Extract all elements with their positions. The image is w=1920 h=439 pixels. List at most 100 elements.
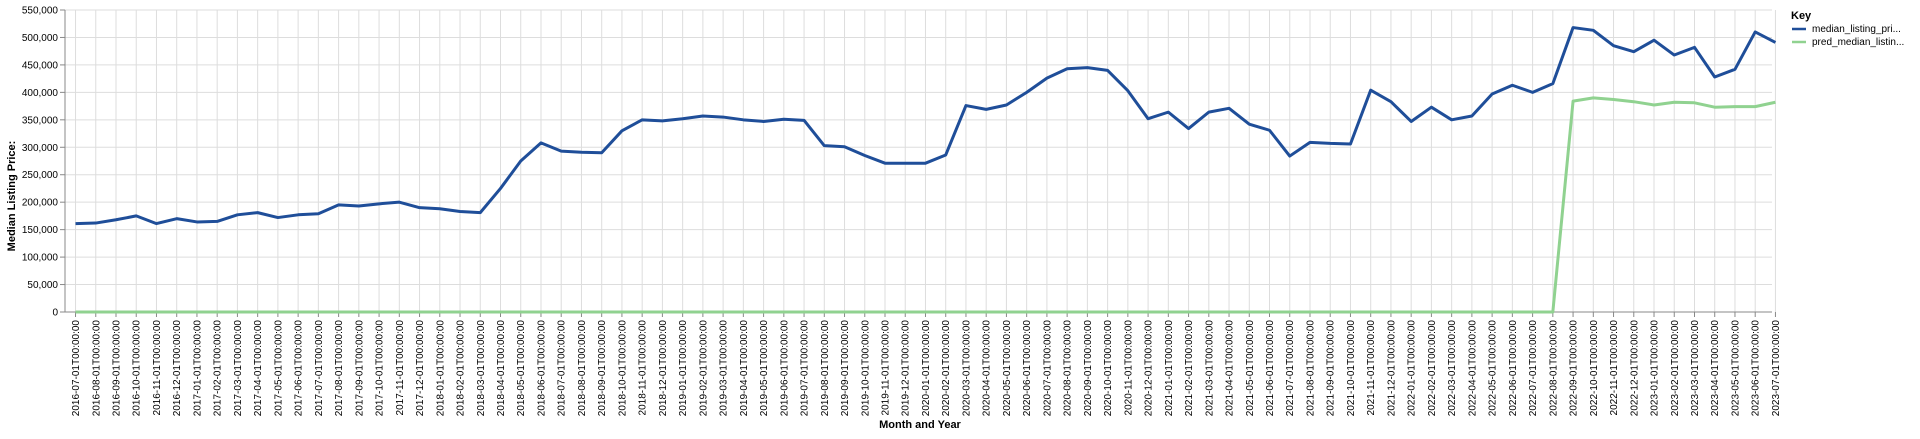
legend-label: median_listing_pri...	[1812, 24, 1901, 35]
x-tick-label: 2018-11-01T00:00:00	[638, 320, 649, 416]
x-tick-label: 2019-11-01T00:00:00	[881, 320, 892, 416]
x-tick-label: 2019-12-01T00:00:00	[901, 320, 912, 417]
x-tick-label: 2021-02-01T00:00:00	[1184, 320, 1195, 417]
x-tick-label: 2017-04-01T00:00:00	[253, 320, 264, 417]
x-tick-label: 2017-03-01T00:00:00	[233, 320, 244, 417]
x-tick-label: 2016-09-01T00:00:00	[111, 320, 122, 417]
y-tick-label: 350,000	[22, 115, 59, 126]
y-axis-title: Median Listing Price:	[6, 141, 18, 252]
series-line-1	[75, 26, 1777, 226]
x-tick-label: 2022-06-01T00:00:00	[1508, 320, 1519, 417]
x-tick-label: 2019-04-01T00:00:00	[739, 320, 750, 417]
x-tick-label: 2020-09-01T00:00:00	[1083, 320, 1094, 417]
x-tick-label: 2023-07-01T00:00:00	[1771, 320, 1782, 417]
x-tick-label: 2017-02-01T00:00:00	[213, 320, 224, 417]
y-tick-label: 50,000	[27, 280, 58, 291]
x-tick-label: 2020-12-01T00:00:00	[1144, 320, 1155, 417]
x-tick-label: 2018-12-01T00:00:00	[658, 320, 669, 417]
x-tick-label: 2022-08-01T00:00:00	[1548, 320, 1559, 417]
x-tick-label: 2023-05-01T00:00:00	[1730, 320, 1741, 417]
legend-label: pred_median_listin...	[1812, 37, 1904, 48]
x-tick-label: 2018-07-01T00:00:00	[557, 320, 568, 417]
x-tick-label: 2022-05-01T00:00:00	[1488, 320, 1499, 417]
x-tick-label: 2022-10-01T00:00:00	[1589, 320, 1600, 417]
x-tick-label: 2020-06-01T00:00:00	[1022, 320, 1033, 417]
x-tick-label: 2017-12-01T00:00:00	[415, 320, 426, 417]
x-tick-label: 2020-11-01T00:00:00	[1123, 320, 1134, 416]
x-tick-label: 2022-09-01T00:00:00	[1569, 320, 1580, 417]
y-tick-label: 100,000	[22, 253, 59, 264]
x-tick-label: 2018-08-01T00:00:00	[577, 320, 588, 417]
x-tick-label: 2020-07-01T00:00:00	[1042, 320, 1053, 417]
y-tick-label: 400,000	[22, 88, 59, 99]
x-tick-label: 2022-11-01T00:00:00	[1609, 320, 1620, 416]
x-tick-label: 2021-05-01T00:00:00	[1245, 320, 1256, 417]
x-tick-label: 2017-10-01T00:00:00	[375, 320, 386, 417]
x-tick-label: 2016-08-01T00:00:00	[91, 320, 102, 417]
x-tick-label: 2020-10-01T00:00:00	[1103, 320, 1114, 417]
x-tick-label: 2023-04-01T00:00:00	[1710, 320, 1721, 417]
series-lines	[75, 26, 1777, 314]
x-tick-label: 2023-02-01T00:00:00	[1670, 320, 1681, 417]
x-tick-label: 2021-03-01T00:00:00	[1204, 320, 1215, 417]
x-tick-label: 2023-01-01T00:00:00	[1650, 320, 1661, 417]
x-tick-label: 2017-08-01T00:00:00	[334, 320, 345, 417]
legend-title: Key	[1791, 10, 1812, 22]
x-tick-label: 2019-07-01T00:00:00	[800, 320, 811, 417]
y-tick-label: 150,000	[22, 225, 59, 236]
x-tick-label: 2020-01-01T00:00:00	[921, 320, 932, 417]
x-tick-label: 2021-11-01T00:00:00	[1366, 320, 1377, 416]
y-tick-label: 0	[52, 308, 58, 319]
x-tick-label: 2021-04-01T00:00:00	[1225, 320, 1236, 417]
y-tick-label: 550,000	[22, 6, 59, 17]
x-tick-label: 2016-07-01T00:00:00	[71, 320, 82, 417]
x-tick-label: 2022-01-01T00:00:00	[1407, 320, 1418, 417]
legend: Key median_listing_pri... pred_median_lis…	[1791, 10, 1904, 48]
x-tick-label: 2019-09-01T00:00:00	[840, 320, 851, 417]
x-tick-label: 2018-04-01T00:00:00	[496, 320, 507, 417]
x-tick-label: 2020-05-01T00:00:00	[1002, 320, 1013, 417]
x-tick-label: 2019-06-01T00:00:00	[779, 320, 790, 417]
x-tick-label: 2020-08-01T00:00:00	[1063, 320, 1074, 417]
x-tick-label: 2021-08-01T00:00:00	[1305, 320, 1316, 417]
x-tick-label: 2018-02-01T00:00:00	[456, 320, 467, 417]
x-tick-label: 2017-06-01T00:00:00	[294, 320, 305, 417]
y-tick-label: 250,000	[22, 170, 59, 181]
x-tick-label: 2016-12-01T00:00:00	[172, 320, 183, 417]
x-tick-label: 2020-02-01T00:00:00	[941, 320, 952, 417]
x-tick-label: 2023-06-01T00:00:00	[1751, 320, 1762, 417]
x-tick-label: 2020-04-01T00:00:00	[982, 320, 993, 417]
x-tick-label: 2019-03-01T00:00:00	[719, 320, 730, 417]
y-tick-label: 200,000	[22, 198, 59, 209]
x-tick-label: 2022-12-01T00:00:00	[1629, 320, 1640, 417]
y-tick-label: 450,000	[22, 60, 59, 71]
x-tick-label: 2018-05-01T00:00:00	[516, 320, 527, 417]
x-tick-label: 2018-09-01T00:00:00	[597, 320, 608, 417]
x-tick-label: 2022-02-01T00:00:00	[1427, 320, 1438, 417]
x-axis-title: Month and Year	[879, 419, 961, 431]
x-tick-label: 2021-09-01T00:00:00	[1326, 320, 1337, 417]
x-tick-label: 2017-11-01T00:00:00	[395, 320, 406, 416]
x-tick-label: 2016-11-01T00:00:00	[152, 320, 163, 416]
x-tick-label: 2018-10-01T00:00:00	[617, 320, 628, 417]
x-tick-label: 2022-07-01T00:00:00	[1528, 320, 1539, 417]
x-axis: 2016-07-01T00:00:00 2016-08-01T00:00:00 20…	[65, 311, 1782, 417]
x-tick-label: 2017-07-01T00:00:00	[314, 320, 325, 417]
x-tick-label: 2018-01-01T00:00:00	[435, 320, 446, 417]
x-tick-label: 2019-01-01T00:00:00	[678, 320, 689, 417]
y-axis: 0 50,000 100,000 150,000 200,000 250,000 300,0…	[22, 6, 66, 319]
y-tick-label: 300,000	[22, 143, 59, 154]
x-tick-label: 2019-02-01T00:00:00	[698, 320, 709, 417]
x-tick-label: 2017-05-01T00:00:00	[273, 320, 284, 417]
x-tick-label: 2018-03-01T00:00:00	[476, 320, 487, 417]
x-tick-label: 2019-10-01T00:00:00	[860, 320, 871, 417]
x-tick-label: 2021-12-01T00:00:00	[1386, 320, 1397, 417]
x-tick-label: 2021-01-01T00:00:00	[1164, 320, 1175, 417]
x-tick-label: 2023-03-01T00:00:00	[1690, 320, 1701, 417]
x-tick-label: 2017-09-01T00:00:00	[354, 320, 365, 417]
x-tick-label: 2022-03-01T00:00:00	[1447, 320, 1458, 417]
y-tick-label: 500,000	[22, 33, 59, 44]
x-tick-label: 2019-08-01T00:00:00	[820, 320, 831, 417]
